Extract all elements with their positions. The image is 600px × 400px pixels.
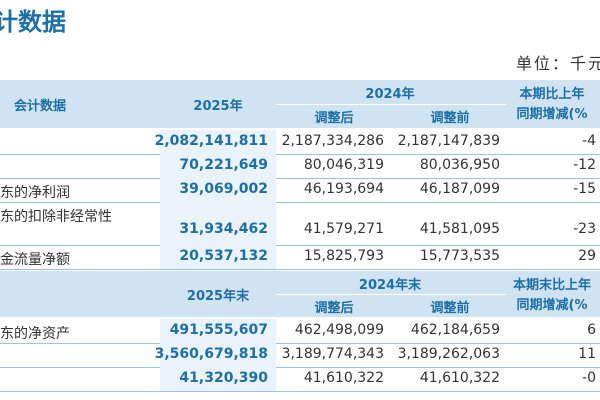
current-column <box>160 154 276 178</box>
current-column <box>160 245 276 269</box>
header-cell: 同期增减(% <box>516 298 588 313</box>
row-divider <box>0 202 600 203</box>
header-cell: 2024年 <box>365 87 415 102</box>
cell-current: 39,069,002 <box>179 181 268 197</box>
header-divider <box>276 104 506 105</box>
cell-after: 41,579,271 <box>303 220 384 237</box>
cell-after: 15,825,793 <box>303 248 384 264</box>
cell-before: 15,773,535 <box>419 248 500 264</box>
cell-change: 29 <box>578 248 596 264</box>
header-cell: 2025年 <box>193 99 243 114</box>
header-cell: 调整后 <box>314 111 354 126</box>
row-label: 东的净资产 <box>0 326 70 342</box>
cell-current: 2,082,141,811 <box>154 133 268 149</box>
cell-change: -0 <box>582 370 596 386</box>
header-cell: 2024年末 <box>358 278 422 293</box>
current-column <box>160 130 276 154</box>
current-column <box>160 178 276 202</box>
cell-before: 46,187,099 <box>419 181 500 197</box>
cell-change: -15 <box>573 181 596 197</box>
cell-after: 3,189,774,343 <box>281 346 384 362</box>
cell-after: 80,046,319 <box>303 157 384 173</box>
cell-after: 2,187,334,286 <box>281 133 384 149</box>
row-divider <box>0 269 600 270</box>
cell-before: 41,610,322 <box>419 370 500 386</box>
current-column <box>160 319 276 343</box>
row-label: 东的净利润 <box>0 185 70 201</box>
cell-before: 2,187,147,839 <box>397 133 500 149</box>
cell-current: 70,221,649 <box>179 157 268 173</box>
cell-current: 20,537,132 <box>179 248 268 264</box>
row-divider <box>0 391 600 392</box>
header-cell: 调整前 <box>430 111 470 126</box>
row-label: 东的扣除非经常性 <box>0 209 112 225</box>
cell-after: 41,610,322 <box>303 370 384 386</box>
header-cell: 同期增减(% <box>516 107 588 122</box>
current-column <box>160 202 276 245</box>
title: 计数据 <box>0 8 66 36</box>
header-cell: 本期比上年 <box>519 87 585 102</box>
header-divider <box>276 294 506 295</box>
cell-after: 46,193,694 <box>303 181 384 197</box>
cell-before: 41,581,095 <box>419 220 500 237</box>
cell-change: -23 <box>573 220 596 237</box>
row-divider <box>0 178 600 179</box>
current-column <box>160 367 276 391</box>
row-divider <box>0 245 600 246</box>
cell-current: 3,560,679,818 <box>154 346 268 362</box>
cell-current: 41,320,390 <box>179 370 268 386</box>
row-divider <box>0 367 600 368</box>
header-cell: 调整后 <box>314 301 354 316</box>
header-cell: 本期末比上年 <box>512 278 591 293</box>
header-cell: 2025年末 <box>186 289 250 304</box>
cell-before: 3,189,262,063 <box>397 346 500 362</box>
cell-change: 11 <box>578 346 596 362</box>
header-cell: 调整前 <box>430 301 470 316</box>
row-divider <box>0 154 600 155</box>
cell-after: 462,498,099 <box>294 322 384 338</box>
header-cell: 会计数据 <box>13 99 66 114</box>
current-column <box>160 343 276 367</box>
row-divider <box>0 343 600 344</box>
cell-current: 491,555,607 <box>169 322 268 338</box>
cell-before: 462,184,659 <box>410 322 500 338</box>
unit: 单位：千元 <box>516 54 600 73</box>
cell-current: 31,934,462 <box>179 220 268 237</box>
row-label: 金流量净额 <box>0 252 70 268</box>
cell-change: 6 <box>587 322 596 338</box>
cell-change: -12 <box>573 157 596 173</box>
cell-change: -4 <box>582 133 596 149</box>
cell-before: 80,036,950 <box>419 157 500 173</box>
